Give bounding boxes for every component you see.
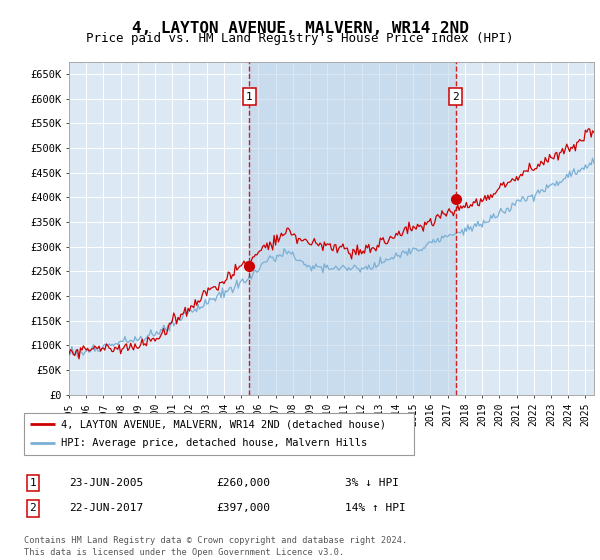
- Text: 22-JUN-2017: 22-JUN-2017: [69, 503, 143, 514]
- Text: 2: 2: [29, 503, 37, 514]
- Text: 1: 1: [246, 92, 253, 101]
- Text: 3% ↓ HPI: 3% ↓ HPI: [345, 478, 399, 488]
- Text: 4, LAYTON AVENUE, MALVERN, WR14 2ND: 4, LAYTON AVENUE, MALVERN, WR14 2ND: [131, 21, 469, 36]
- Text: £397,000: £397,000: [216, 503, 270, 514]
- Bar: [250, 62, 456, 395]
- Text: 2: 2: [452, 92, 459, 101]
- Text: Contains HM Land Registry data © Crown copyright and database right 2024.
This d: Contains HM Land Registry data © Crown c…: [24, 536, 407, 557]
- Text: 14% ↑ HPI: 14% ↑ HPI: [345, 503, 406, 514]
- Text: 23-JUN-2005: 23-JUN-2005: [69, 478, 143, 488]
- FancyBboxPatch shape: [24, 413, 414, 455]
- Text: 1: 1: [29, 478, 37, 488]
- Text: £260,000: £260,000: [216, 478, 270, 488]
- Text: Price paid vs. HM Land Registry's House Price Index (HPI): Price paid vs. HM Land Registry's House …: [86, 32, 514, 45]
- Text: 4, LAYTON AVENUE, MALVERN, WR14 2ND (detached house): 4, LAYTON AVENUE, MALVERN, WR14 2ND (det…: [61, 419, 386, 429]
- Text: HPI: Average price, detached house, Malvern Hills: HPI: Average price, detached house, Malv…: [61, 438, 367, 449]
